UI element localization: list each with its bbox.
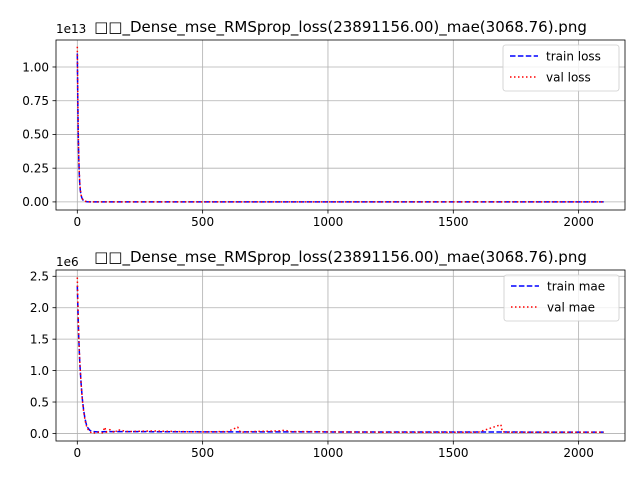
loss-chart-title: □□_Dense_mse_RMSprop_loss(23891156.00)_m… — [94, 18, 587, 37]
loss-x-tick-label: 2000 — [563, 215, 594, 229]
loss-series-val-loss — [76, 46, 604, 203]
loss-legend-box — [502, 44, 620, 92]
loss-subplot: □□_Dense_mse_RMSprop_loss(23891156.00)_m… — [22, 18, 626, 229]
mae-offset-text: 1e6 — [56, 255, 79, 269]
mae-legend-label: train mae — [547, 280, 605, 294]
loss-x-tick-label: 500 — [191, 215, 214, 229]
mae-y-tick-label: 0.0 — [30, 427, 49, 441]
mae-plot-area: 0 500 1000 1500 2000 0.0 0.5 1.0 1.5 2.0 2.5 train … — [30, 269, 626, 460]
mae-x-tick-label: 1000 — [313, 446, 344, 460]
mae-y-tick-label: 2.5 — [30, 270, 49, 284]
mae-x-tick-label: 0 — [73, 446, 81, 460]
mae-y-tick-label: 1.0 — [30, 364, 49, 378]
loss-plot-area: 0 500 1000 1500 2000 0.00 0.25 0.50 0.75 1.00 trai… — [22, 39, 626, 229]
mae-series-train-mae — [76, 285, 604, 433]
mae-series-val-mae — [76, 277, 604, 435]
mae-x-tick-label: 2000 — [563, 446, 594, 460]
mae-y-tick-label: 1.5 — [30, 332, 49, 346]
mae-subplot: □□_Dense_mse_RMSprop_loss(23891156.00)_m… — [30, 248, 626, 460]
loss-axes-frame — [55, 39, 626, 211]
loss-x-tick-label: 0 — [73, 215, 81, 229]
loss-y-tick-label: 0.25 — [22, 161, 49, 175]
loss-offset-text: 1e13 — [56, 22, 86, 36]
loss-series-group — [76, 46, 604, 203]
loss-legend-label: val loss — [546, 71, 591, 85]
loss-y-tick-label: 0.00 — [22, 195, 49, 209]
mae-axes-frame — [55, 269, 626, 442]
loss-legend: train loss val loss — [502, 44, 620, 92]
mae-x-tick-label: 500 — [191, 446, 214, 460]
mae-chart-title: □□_Dense_mse_RMSprop_loss(23891156.00)_m… — [94, 248, 587, 267]
mae-x-tick-label: 1500 — [438, 446, 469, 460]
loss-y-tick-label: 1.00 — [22, 60, 49, 74]
loss-y-tick-label: 0.75 — [22, 94, 49, 108]
loss-x-tick-label: 1500 — [438, 215, 469, 229]
mae-y-tick-label: 0.5 — [30, 395, 49, 409]
loss-y-tick-label: 0.50 — [22, 128, 49, 142]
loss-legend-label: train loss — [546, 50, 601, 64]
mae-series-group — [76, 277, 604, 435]
mae-legend-label: val mae — [547, 301, 595, 315]
loss-x-tick-label: 1000 — [313, 215, 344, 229]
mae-legend: train mae val mae — [503, 274, 620, 322]
mae-y-tick-label: 2.0 — [30, 301, 49, 315]
mae-legend-box — [503, 274, 620, 322]
